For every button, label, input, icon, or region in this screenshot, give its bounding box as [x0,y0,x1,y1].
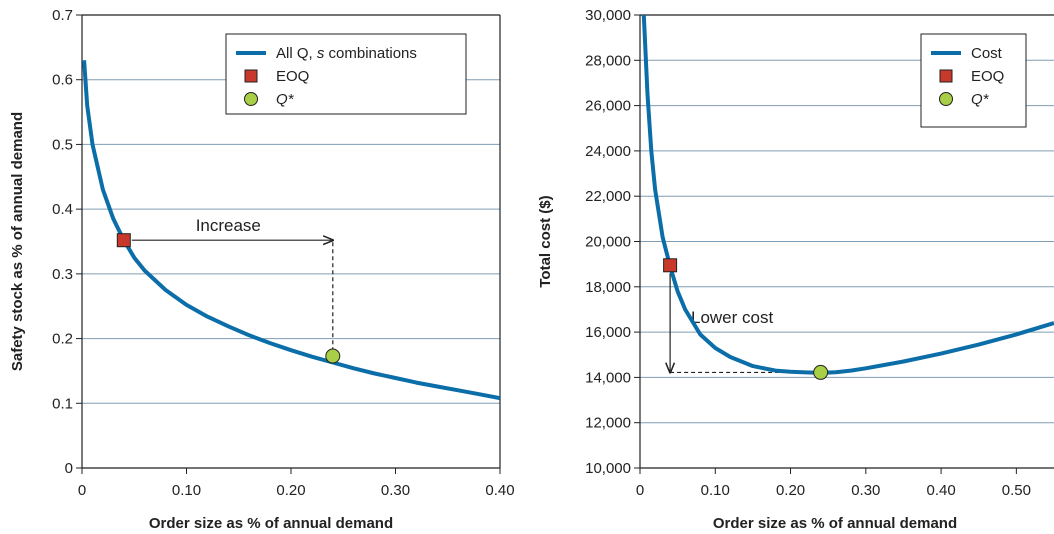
left-x-tick-label: 0.20 [276,482,305,499]
right-y-tick-label: 22,000 [585,188,631,205]
left-y-tick-label: 0.4 [52,201,73,218]
right-qstar-marker [813,364,829,380]
left-x-axis-title: Order size as % of annual demand [149,515,393,532]
right-legend-square-key [939,69,953,83]
right-legend-box [920,33,1027,128]
right-y-axis-title: Total cost ($) [537,195,554,287]
left-legend-box [225,33,467,115]
right-y-tick-label: 28,000 [585,52,631,69]
right-y-tick-label: 18,000 [585,279,631,296]
left-legend-label-part: All Q, [276,45,317,62]
left-legend-label: All Q, s combinations [276,45,417,62]
left-legend-label-part: combinations [324,45,417,62]
left-legend-label-italic: Q* [276,91,295,108]
left-legend-label-part: EOQ [276,68,309,85]
left-y-tick-label: 0.1 [52,395,73,412]
left-legend-square-key [244,69,258,83]
right-legend-label: Q* [971,91,990,108]
right-y-tick-label: 30,000 [585,7,631,24]
left-legend-label: EOQ [276,68,309,85]
right-legend-label: Cost [971,45,1003,62]
right-y-tick-label: 24,000 [585,143,631,160]
right-y-tick-label: 14,000 [585,369,631,386]
right-legend-label-italic: Q* [971,91,990,108]
left-legend: All Q, s combinations EOQ Q* [225,33,467,115]
right-x-tick-label: 0.40 [926,482,955,499]
left-legend-label: Q* [276,91,295,108]
left-legend-circle-key [244,92,258,106]
right-x-axis-title: Order size as % of annual demand [713,515,957,532]
left-y-tick-label: 0.2 [52,331,73,348]
right-legend-label: EOQ [971,68,1004,85]
left-y-axis-title: Safety stock as % of annual demand [9,112,26,371]
right-y-tick-label: 16,000 [585,324,631,341]
left-series-line [82,60,500,401]
left-x-tick-label: 0 [78,482,86,499]
right-legend-label-part: Cost [971,45,1003,62]
right-series-line [641,15,1054,375]
right-x-tick-label: 0 [636,482,644,499]
right-y-tick-label: 10,000 [585,460,631,477]
left-x-tick-label: 0.30 [381,482,410,499]
right-x-tick-label: 0.30 [851,482,880,499]
left-legend-label-italic: s [317,45,325,62]
right-x-tick-label: 0.50 [1002,482,1031,499]
right-legend: Cost EOQ Q* [920,33,1027,128]
left-qstar-marker [325,348,341,364]
right-chart: 10,000 12,000 14,000 16,000 18,000 20,000 22,0… [537,7,1054,532]
right-eoq-marker [663,258,678,273]
right-legend-label-part: EOQ [971,68,1004,85]
left-y-tick-label: 0 [65,460,73,477]
right-x-tick-label: 0.20 [776,482,805,499]
right-y-tick-label: 20,000 [585,234,631,251]
right-y-tick-label: 26,000 [585,98,631,115]
left-eoq-marker [116,233,131,248]
right-y-tick-label: 12,000 [585,415,631,432]
lower-cost-label: Lower cost [691,308,773,327]
right-x-tick-label: 0.10 [701,482,730,499]
left-chart: 0 0.1 0.2 0.3 0.4 0.5 0.6 0.7 0 0.10 0.20 0.30 0.40 O… [9,7,515,532]
left-x-tick-label: 0.10 [172,482,201,499]
left-y-tick-label: 0.3 [52,266,73,283]
increase-label: Increase [196,216,261,235]
left-x-tick-label: 0.40 [485,482,514,499]
right-legend-circle-key [939,92,953,106]
left-y-tick-label: 0.7 [52,7,73,24]
left-y-tick-label: 0.5 [52,136,73,153]
left-y-tick-label: 0.6 [52,72,73,89]
